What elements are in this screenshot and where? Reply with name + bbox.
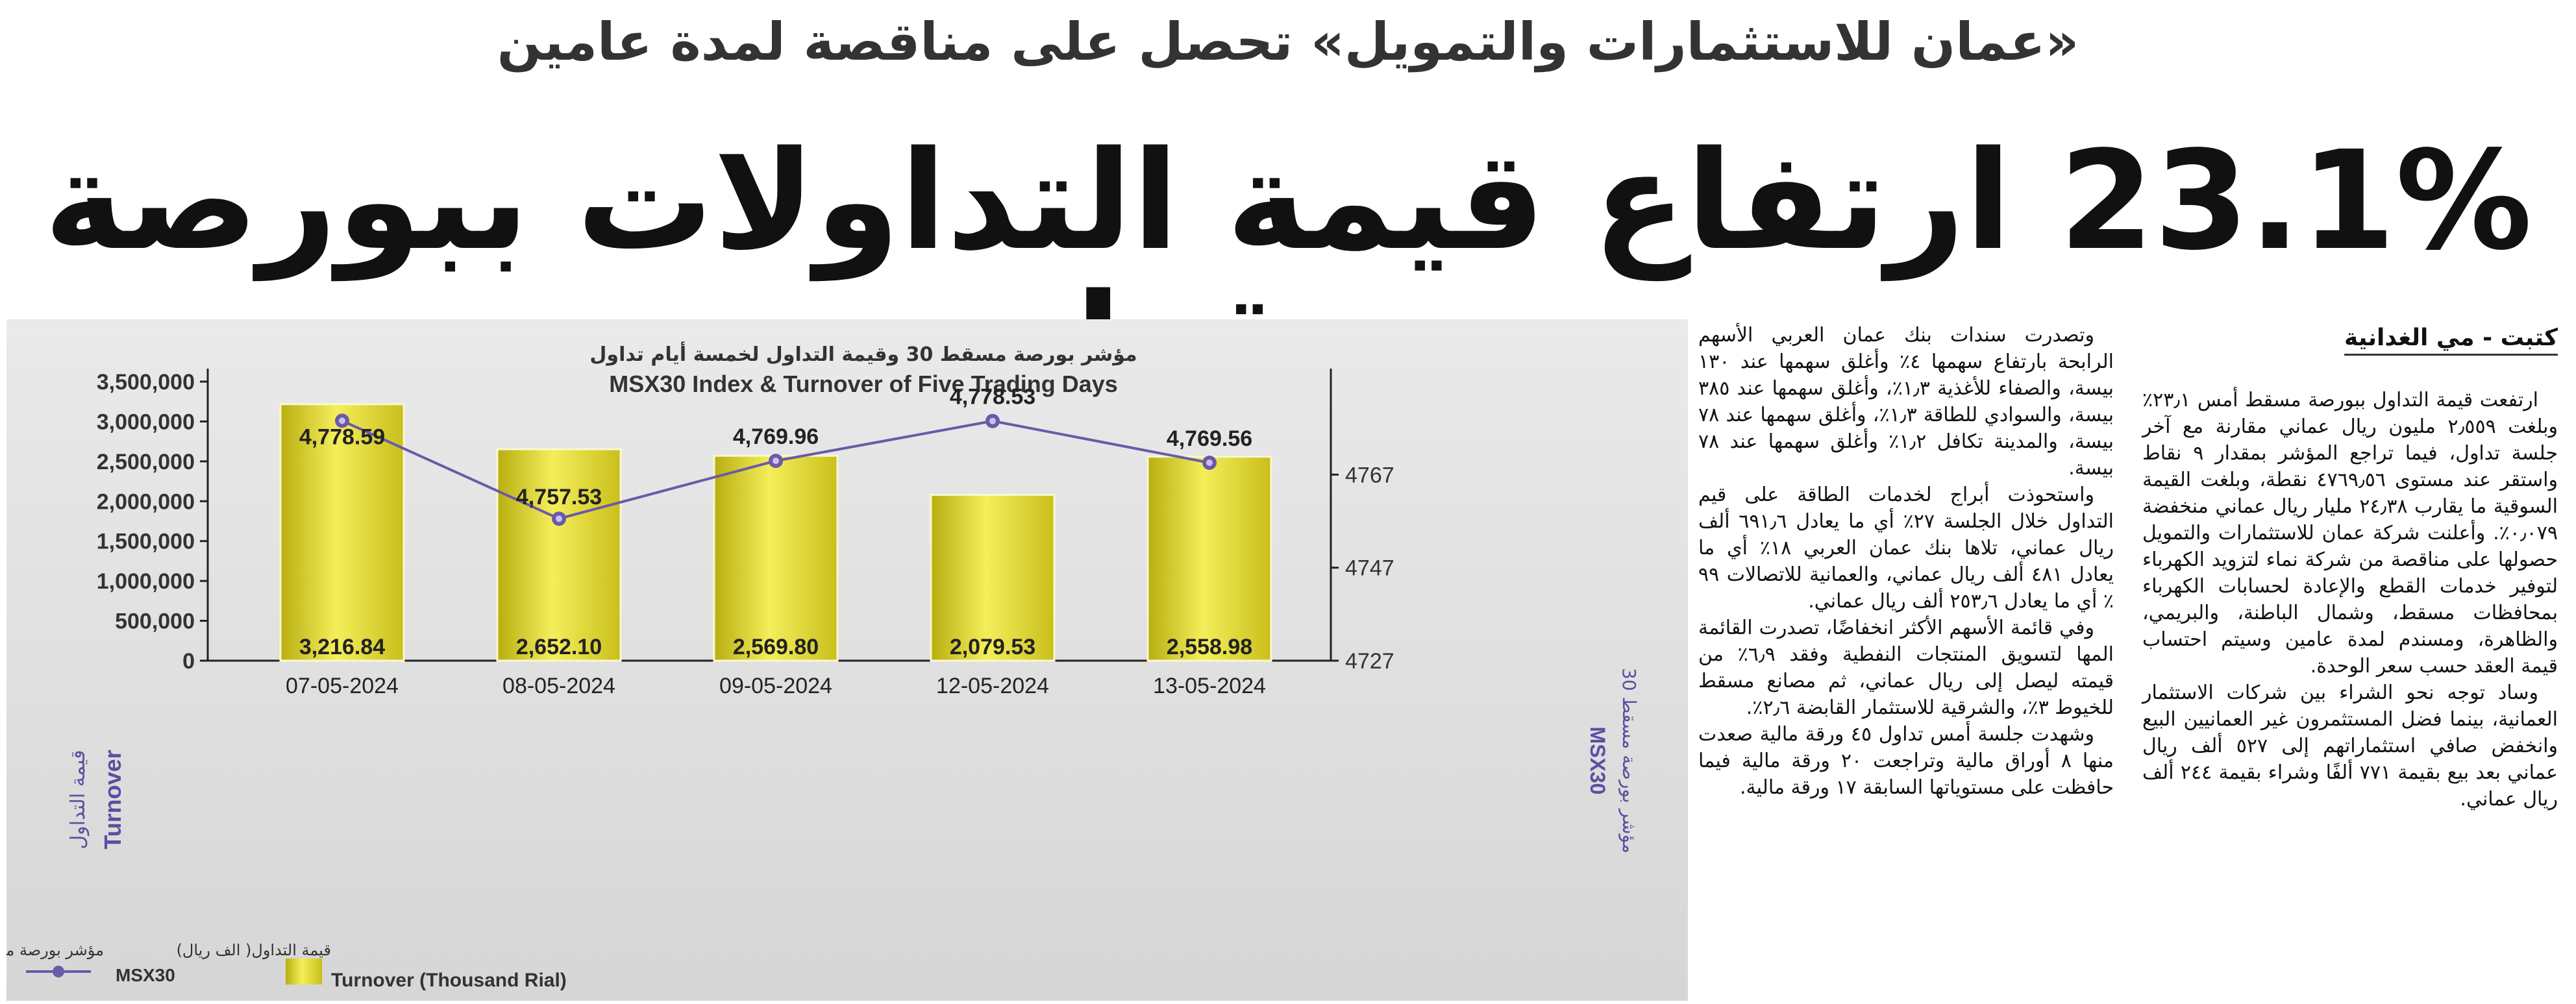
paragraph: ارتفعت قيمة التداول ببورصة مسقط أمس ٢٣٫١…	[2142, 389, 2558, 678]
left-tick-label: 3,500,000	[97, 370, 195, 395]
left-axis-label-ar: قيمة التداول	[67, 750, 90, 849]
article-headline: 23.1% ارتفاع قيمة التداولات ببورصة مسقط	[43, 121, 2533, 415]
chart-title-ar: مؤشر بورصة مسقط 30 وقيمة التداول لخمسة أ…	[589, 341, 1137, 366]
bar-value-label: 2,558.98	[1167, 635, 1252, 659]
article-column-middle: وتصدرت سندات بنك عمان العربي الأسهم الرا…	[1698, 322, 2114, 801]
bar-value-label: 2,569.80	[733, 635, 819, 659]
left-tick-label: 2,000,000	[97, 489, 195, 514]
msx30-point-center	[556, 515, 562, 522]
category-label: 12-05-2024	[936, 674, 1049, 698]
turnover-bar	[496, 448, 622, 662]
category-label: 09-05-2024	[719, 674, 832, 698]
msx30-value-label: 4,769.96	[733, 424, 819, 449]
turnover-bar	[713, 454, 839, 662]
article-column-right: ارتفعت قيمة التداول ببورصة مسقط أمس ٢٣٫١…	[2142, 387, 2558, 813]
category-label: 07-05-2024	[286, 674, 399, 698]
legend-line-marker	[53, 966, 64, 977]
msx30-point-center	[989, 417, 996, 424]
paragraph: وفي قائمة الأسهم الأكثر انخفاضًا، تصدرت …	[1698, 617, 2114, 719]
right-tick-label: 4727	[1345, 649, 1394, 674]
category-label: 08-05-2024	[502, 674, 615, 698]
legend-bar-label-en: Turnover (Thousand Rial)	[331, 970, 567, 991]
right-tick-label: 4747	[1345, 556, 1394, 581]
plot-area: 0 500,000 1,000,000 1,500,000 2,000,000 2,500…	[97, 369, 1394, 698]
msx30-value-label: 4,757.53	[516, 485, 602, 509]
turnover-bar	[930, 494, 1056, 662]
turnover-bar	[279, 403, 405, 662]
msx30-value-label: 4,769.56	[1167, 426, 1252, 451]
bar-value-label: 2,079.53	[950, 635, 1035, 659]
chart-panel: مؤشر بورصة مسقط 30 وقيمة التداول لخمسة أ…	[6, 319, 1688, 1001]
article-byline: كتبت - مي الغدانية	[2344, 324, 2558, 356]
left-axis-label-en: Turnover	[99, 750, 126, 849]
paragraph: واستحوذت أبراج لخدمات الطاقة على قيم الت…	[1698, 484, 2114, 613]
msx30-point-center	[1206, 459, 1213, 466]
left-tick-label: 500,000	[115, 609, 195, 634]
paragraph: وساد توجه نحو الشراء بين شركات الاستثمار…	[2142, 681, 2558, 811]
left-tick-label: 1,000,000	[97, 569, 195, 594]
legend: مؤشر بورصة مسقط 30 MSX30 قيمة التداول( ا…	[6, 941, 567, 991]
msx30-point-center	[773, 458, 779, 465]
legend-line-label-en: MSX30	[116, 965, 175, 985]
left-tick-label: 3,000,000	[97, 410, 195, 434]
msx30-point-center	[339, 417, 345, 424]
right-axis-label-ar: مؤشر بورصة مسقط 30	[1618, 668, 1640, 853]
right-axis-label-en: MSX30	[1586, 727, 1609, 795]
legend-line-label-ar: مؤشر بورصة مسقط 30	[6, 941, 104, 959]
chart-title-en: MSX30 Index & Turnover of Five Trading D…	[609, 371, 1118, 397]
left-tick-label: 1,500,000	[97, 530, 195, 554]
paragraph: وتصدرت سندات بنك عمان العربي الأسهم الرا…	[1698, 324, 2114, 480]
bar-value-label: 3,216.84	[299, 635, 385, 659]
legend-bar-swatch	[286, 959, 322, 985]
right-tick-label: 4767	[1345, 463, 1394, 487]
turnover-bar	[1146, 456, 1272, 662]
left-tick-label: 0	[182, 649, 195, 674]
msx30-value-label: 4,778.59	[299, 424, 385, 449]
legend-bar-label-ar: قيمة التداول( الف ريال)	[177, 941, 331, 959]
paragraph: وشهدت جلسة أمس تداول ٤٥ ورقة مالية صعدت …	[1698, 723, 2114, 799]
article-subhead: «عمان للاستثمارات والتمويل» تحصل على منا…	[497, 12, 2079, 72]
category-label: 13-05-2024	[1153, 674, 1266, 698]
turnover-index-chart: مؤشر بورصة مسقط 30 وقيمة التداول لخمسة أ…	[6, 341, 1640, 991]
bar-value-label: 2,652.10	[516, 635, 602, 659]
left-tick-label: 2,500,000	[97, 450, 195, 474]
msx30-value-label: 4,778.53	[950, 385, 1035, 410]
